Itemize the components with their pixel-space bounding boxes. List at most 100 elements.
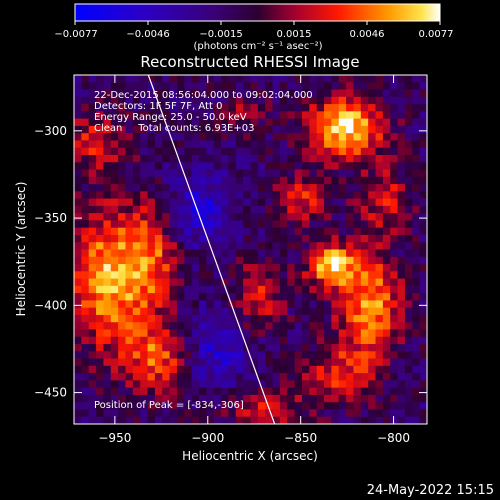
heatmap-cell <box>118 227 126 236</box>
heatmap-cell <box>265 307 273 316</box>
heatmap-cell <box>118 213 126 221</box>
heatmap-cell <box>346 409 354 418</box>
heatmap-cell <box>419 314 427 323</box>
heatmap-cell <box>360 176 369 185</box>
heatmap-cell <box>199 336 207 345</box>
heatmap-cell <box>316 154 325 163</box>
heatmap-cell <box>184 402 193 410</box>
heatmap-cell <box>324 307 332 316</box>
heatmap-cell <box>382 307 391 316</box>
heatmap-cell <box>397 169 406 178</box>
heatmap-cell <box>390 380 398 389</box>
heatmap-cell <box>294 198 303 207</box>
heatmap-cell <box>279 307 288 316</box>
heatmap-cell <box>199 373 207 381</box>
heatmap-cell <box>184 133 193 141</box>
heatmap-cell <box>140 96 148 105</box>
heatmap-cell <box>81 285 90 294</box>
heatmap-cell <box>250 75 259 83</box>
heatmap-cell <box>96 162 104 170</box>
heatmap-cell <box>287 169 296 178</box>
heatmap-cell <box>301 365 310 374</box>
heatmap-cell <box>221 184 229 192</box>
heatmap-cell <box>235 336 244 345</box>
heatmap-cell <box>88 198 97 207</box>
heatmap-cell <box>346 322 354 330</box>
heatmap-cell <box>419 278 427 287</box>
heatmap-cell <box>324 344 332 352</box>
heatmap-cell <box>368 344 376 352</box>
heatmap-cell <box>103 75 112 83</box>
heatmap-cell <box>74 184 82 192</box>
heatmap-cell <box>132 133 141 141</box>
heatmap-cell <box>81 227 90 236</box>
heatmap-cell <box>88 373 97 381</box>
heatmap-cell <box>346 234 354 243</box>
heatmap-cell <box>147 242 156 250</box>
heatmap-cell <box>404 358 413 367</box>
heatmap-cell <box>191 89 200 98</box>
heatmap-cell <box>301 191 310 199</box>
heatmap-cell <box>228 242 237 250</box>
heatmap-cell <box>213 249 222 258</box>
heatmap-cell <box>375 82 384 90</box>
heatmap-cell <box>412 344 421 352</box>
heatmap-cell <box>309 351 318 359</box>
heatmap-cell <box>243 373 251 381</box>
heatmap-cell <box>404 307 413 316</box>
heatmap-cell <box>265 162 273 170</box>
heatmap-cell <box>360 358 369 367</box>
heatmap-cell <box>228 256 237 265</box>
heatmap-cell <box>353 169 362 178</box>
heatmap-cell <box>199 154 207 163</box>
heatmap-cell <box>324 256 332 265</box>
heatmap-cell <box>118 89 126 98</box>
heatmap-cell <box>199 409 207 418</box>
heatmap-cell <box>257 75 266 83</box>
heatmap-cell <box>118 234 126 243</box>
heatmap-cell <box>169 329 178 338</box>
heatmap-cell <box>147 271 156 279</box>
heatmap-cell <box>118 111 126 120</box>
heatmap-cell <box>390 293 398 301</box>
heatmap-cell <box>412 176 421 185</box>
heatmap-cell <box>390 89 398 98</box>
heatmap-cell <box>243 293 251 301</box>
heatmap-cell <box>382 169 391 178</box>
heatmap-cell <box>404 278 413 287</box>
heatmap-cell <box>88 184 97 192</box>
heatmap-cell <box>294 387 303 396</box>
heatmap-cell <box>250 271 259 279</box>
heatmap-cell <box>199 89 207 98</box>
heatmap-cell <box>132 191 141 199</box>
heatmap-cell <box>74 242 82 250</box>
heatmap-cell <box>103 293 112 301</box>
heatmap-cell <box>287 264 296 272</box>
heatmap-cell <box>287 314 296 323</box>
heatmap-cell <box>404 169 413 178</box>
heatmap-cell <box>294 176 303 185</box>
heatmap-cell <box>110 184 119 192</box>
heatmap-cell <box>118 329 126 338</box>
heatmap-cell <box>294 104 303 112</box>
heatmap-cell <box>154 387 163 396</box>
heatmap-cell <box>199 133 207 141</box>
heatmap-cell <box>88 125 97 134</box>
heatmap-cell <box>206 387 215 396</box>
heatmap-cell <box>368 118 376 127</box>
heatmap-cell <box>118 205 126 214</box>
heatmap-cell <box>375 336 384 345</box>
heatmap-cell <box>390 300 398 309</box>
heatmap-cell <box>404 220 413 229</box>
heatmap-cell <box>132 89 141 98</box>
heatmap-cell <box>74 271 82 279</box>
heatmap-cell <box>147 278 156 287</box>
heatmap-cell <box>191 409 200 418</box>
heatmap-cell <box>206 373 215 381</box>
heatmap-cell <box>154 162 163 170</box>
heatmap-cell <box>272 198 281 207</box>
heatmap-cell <box>74 162 82 170</box>
heatmap-cell <box>125 293 134 301</box>
heatmap-cell <box>184 220 193 229</box>
heatmap-cell <box>338 104 347 112</box>
